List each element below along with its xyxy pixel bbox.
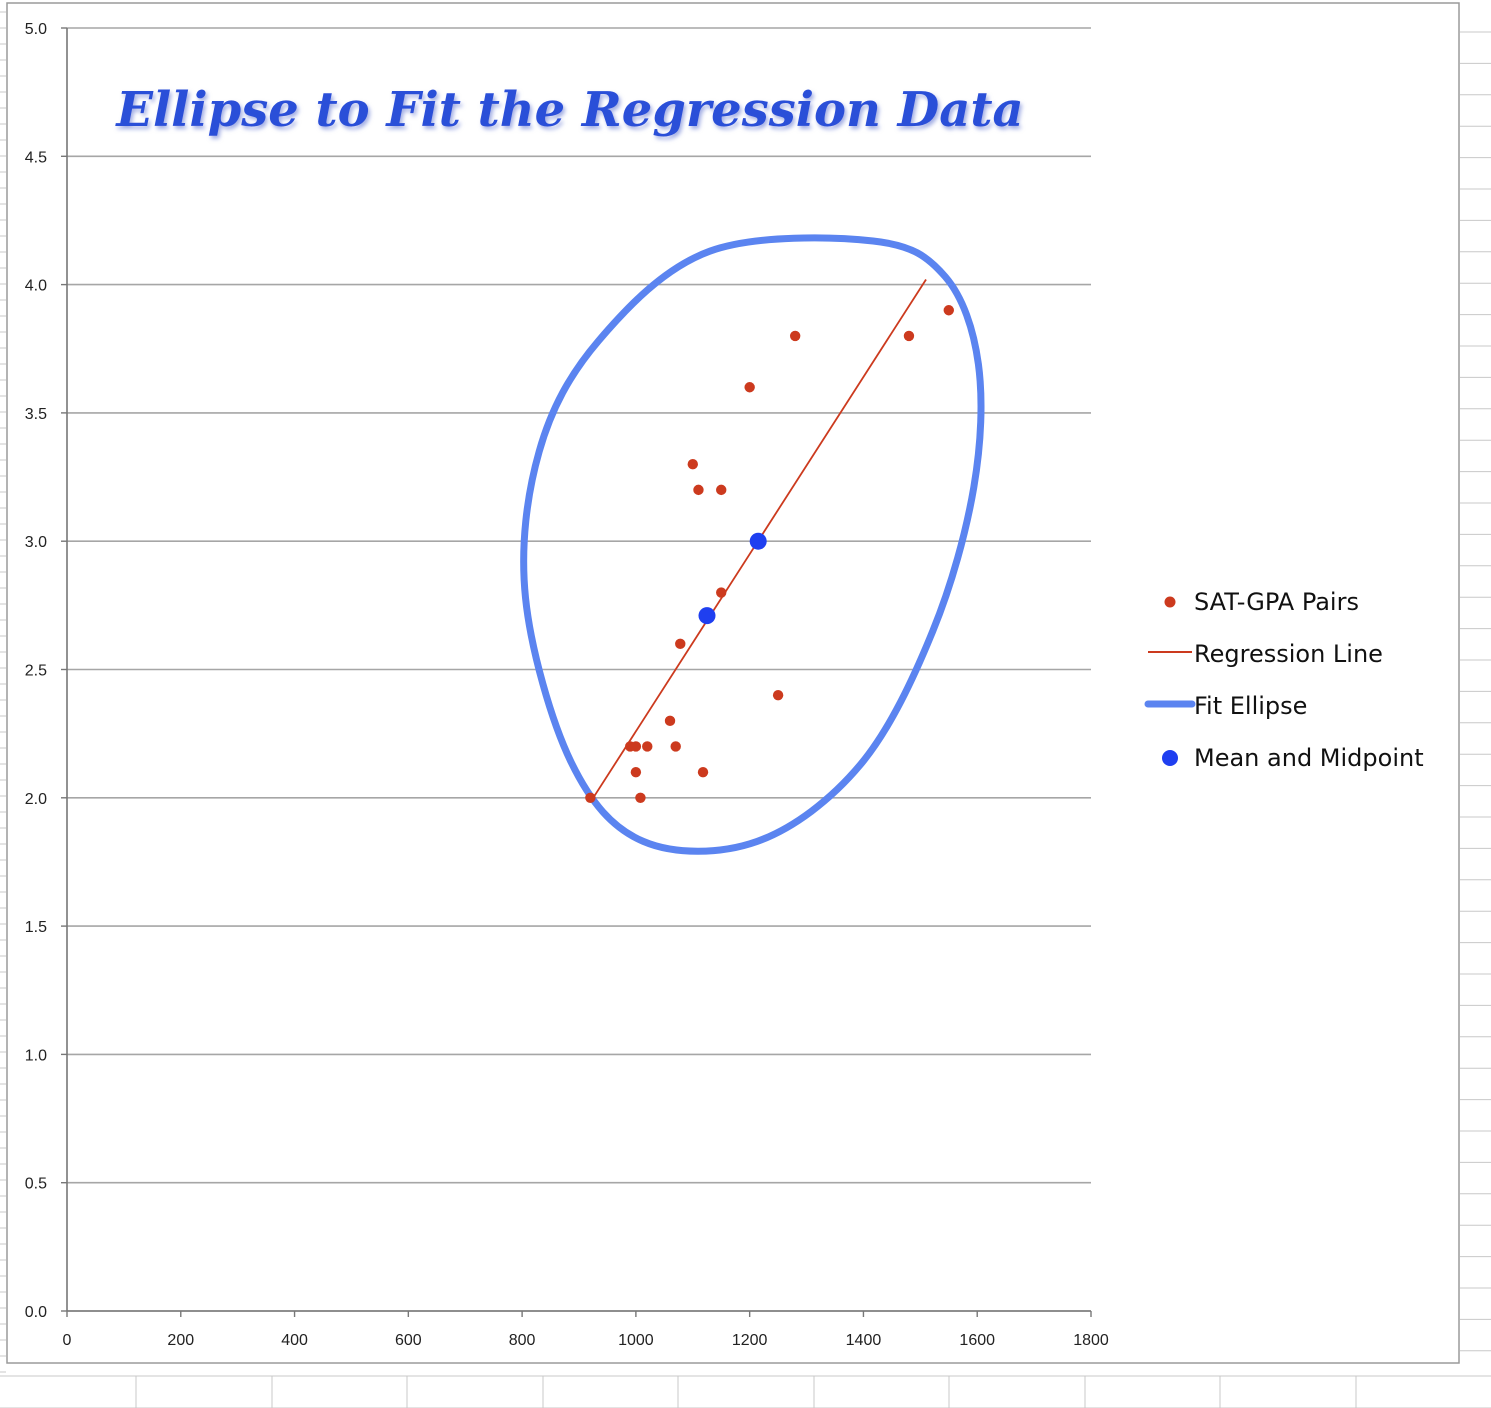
data-point — [635, 792, 646, 803]
data-point — [630, 766, 642, 778]
series-mean-and-midpoint — [698, 532, 767, 625]
data-point — [670, 741, 681, 752]
chart-frame[interactable] — [6, 2, 1460, 1364]
data-point — [642, 741, 653, 752]
series-sat-gpa-pairs — [585, 305, 954, 803]
mean-midpoint-marker — [698, 607, 716, 625]
x-tick-label: 0 — [63, 1332, 72, 1349]
legend-label: SAT-GPA Pairs — [1194, 588, 1359, 616]
data-point — [697, 766, 709, 778]
y-tick-label: 0.0 — [25, 1304, 47, 1321]
data-point — [903, 330, 915, 342]
data-point — [716, 484, 727, 496]
legend-marker — [1164, 596, 1176, 608]
y-tick-label: 0.5 — [25, 1176, 47, 1193]
data-point — [744, 382, 755, 393]
series-fit-ellipse — [520, 234, 985, 855]
x-tick-label: 1000 — [618, 1332, 654, 1349]
chart-title: Ellipse to Fit the Regression Data — [114, 82, 1023, 138]
y-tick-label: 4.5 — [25, 149, 47, 166]
x-tick-labels: 0 200 400 600 800 1000 1200 1400 1600 1800 — [63, 1332, 1109, 1349]
x-tick-label: 1800 — [1073, 1332, 1109, 1349]
x-tick-label: 400 — [281, 1332, 308, 1349]
data-point — [630, 741, 642, 752]
legend: SAT-GPA Pairs Regression Line Fit Ellipse M… — [1144, 588, 1424, 772]
y-tick-label: 3.5 — [25, 406, 47, 423]
mean-midpoint-marker — [749, 532, 767, 550]
data-point — [716, 587, 727, 598]
x-tick-label: 200 — [167, 1332, 194, 1349]
y-tick-label: 4.0 — [25, 278, 47, 295]
legend-marker — [1162, 750, 1178, 766]
data-point — [675, 638, 686, 650]
data-point — [789, 330, 801, 342]
spreadsheet-gridlines — [0, 11, 1491, 1408]
x-tick-label: 600 — [395, 1332, 422, 1349]
legend-label: Regression Line — [1194, 640, 1383, 668]
y-tick-label: 1.5 — [25, 919, 47, 936]
y-tick-labels: 0.0 0.5 1.0 1.5 2.0 2.5 3.0 3.5 4.0 4.5 5.0 — [25, 21, 47, 1321]
data-point — [687, 459, 698, 470]
y-tick-label: 5.0 — [25, 21, 47, 38]
y-tick-label: 2.0 — [25, 791, 47, 808]
y-tick-label: 2.5 — [25, 663, 47, 680]
legend-label: Fit Ellipse — [1194, 692, 1307, 720]
data-point — [664, 715, 676, 727]
x-tick-label: 1400 — [846, 1332, 882, 1349]
legend-label: Mean and Midpoint — [1194, 744, 1424, 772]
y-tick-label: 3.0 — [25, 534, 47, 551]
x-tick-label: 1600 — [959, 1332, 995, 1349]
fit-ellipse-curve — [520, 234, 985, 855]
plot-area — [520, 234, 985, 855]
y-tick-label: 1.0 — [25, 1047, 47, 1064]
data-point — [943, 305, 954, 316]
x-tick-label: 800 — [509, 1332, 536, 1349]
data-point — [772, 689, 784, 701]
data-point — [585, 792, 596, 803]
x-tick-label: 1200 — [732, 1332, 768, 1349]
data-point — [693, 484, 704, 496]
axes — [66, 28, 1092, 1317]
